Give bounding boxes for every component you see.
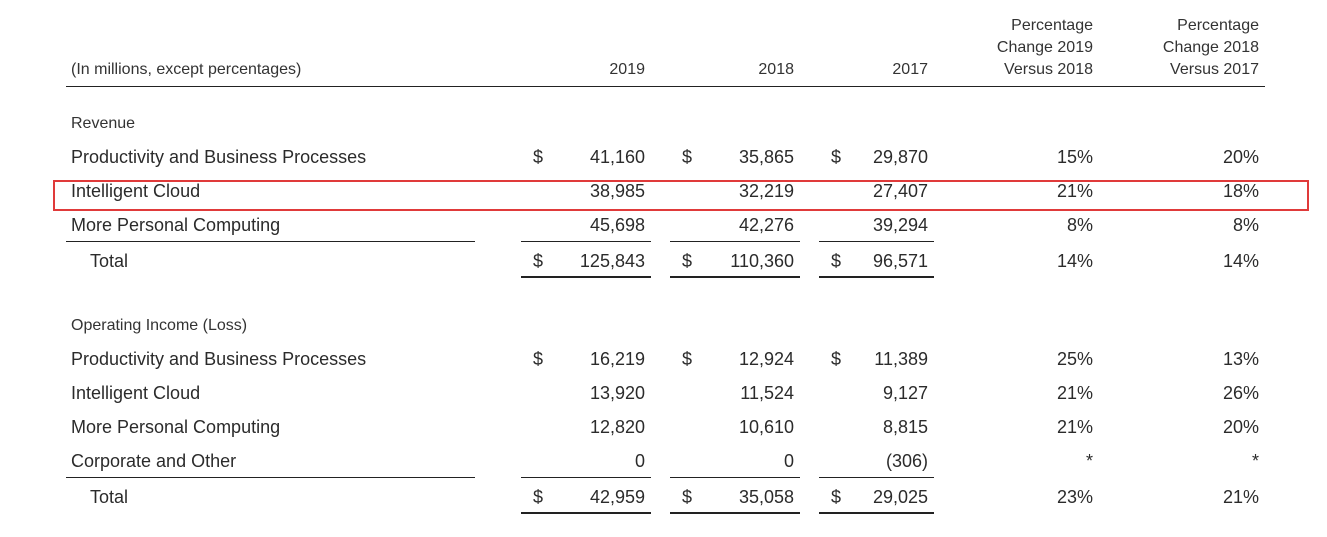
pct-change-2019: * — [1085, 451, 1093, 471]
pct-header-1-line3: Versus 2018 — [1004, 61, 1093, 78]
revenue-section-label: Revenue — [71, 115, 136, 132]
value-2018: 35,865 — [738, 147, 794, 167]
pct-change-2018: 21% — [1222, 487, 1259, 507]
currency-symbol: $ — [682, 251, 693, 271]
pct-change-2018: 26% — [1222, 383, 1259, 403]
value-2017: 8,815 — [882, 417, 928, 437]
total-top-rule-2019 — [521, 477, 651, 478]
value-2019: 42,959 — [589, 487, 645, 507]
value-2019: 125,843 — [579, 251, 645, 271]
pct-change-2019: 14% — [1056, 251, 1093, 271]
total-bottom-rule-2018 — [670, 276, 800, 278]
value-2019: 38,985 — [589, 181, 645, 201]
value-2018: 42,276 — [738, 215, 794, 235]
total-label: Total — [90, 251, 129, 271]
pct-header-1-line1: Percentage — [1011, 17, 1093, 34]
row-label: Intelligent Cloud — [71, 383, 201, 403]
value-2019: 45,698 — [589, 215, 645, 235]
total-bottom-rule-2018 — [670, 512, 800, 514]
row-label: Corporate and Other — [71, 451, 237, 471]
pct-header-1-line2: Change 2019 — [996, 39, 1093, 56]
value-2018: 110,360 — [730, 251, 794, 271]
currency-symbol: $ — [831, 251, 842, 271]
value-2017: (306) — [885, 451, 928, 471]
currency-symbol: $ — [831, 349, 842, 369]
highlight-box — [53, 180, 1309, 211]
value-2019: 41,160 — [589, 147, 645, 167]
row-label: Productivity and Business Processes — [71, 349, 367, 369]
units-label: (In millions, except percentages) — [71, 61, 302, 78]
value-2017: 27,407 — [872, 181, 928, 201]
currency-symbol: $ — [831, 147, 842, 167]
value-2019: 13,920 — [589, 383, 645, 403]
value-2017: 39,294 — [872, 215, 928, 235]
value-2019: 16,219 — [589, 349, 645, 369]
total-top-rule-2018 — [670, 241, 800, 242]
total-top-rule-2018 — [670, 477, 800, 478]
total-bottom-rule-2017 — [819, 276, 934, 278]
row-label: Productivity and Business Processes — [71, 147, 367, 167]
pct-change-2019: 25% — [1056, 349, 1093, 369]
value-2017: 29,870 — [872, 147, 928, 167]
currency-symbol: $ — [533, 147, 544, 167]
value-2018: 0 — [783, 451, 794, 471]
row-label: Intelligent Cloud — [71, 181, 201, 201]
pct-change-2019: 21% — [1056, 383, 1093, 403]
row-label: More Personal Computing — [71, 215, 281, 235]
total-bottom-rule-2017 — [819, 512, 934, 514]
operating-income-section-label: Operating Income (Loss) — [71, 317, 248, 334]
row-label: More Personal Computing — [71, 417, 281, 437]
pct-change-2018: 20% — [1222, 417, 1259, 437]
total-top-rule-2017 — [819, 241, 934, 242]
pct-change-2019: 21% — [1056, 417, 1093, 437]
value-2017: 9,127 — [882, 383, 928, 403]
currency-symbol: $ — [533, 349, 544, 369]
pct-change-2018: 8% — [1232, 215, 1259, 235]
pct-header-2-line2: Change 2018 — [1162, 39, 1259, 56]
currency-symbol: $ — [682, 147, 693, 167]
value-2018: 35,058 — [738, 487, 794, 507]
pct-change-2018: 18% — [1222, 181, 1259, 201]
pct-change-2018: 14% — [1222, 251, 1259, 271]
value-2018: 32,219 — [738, 181, 794, 201]
total-top-rule-2019 — [521, 241, 651, 242]
currency-symbol: $ — [831, 487, 842, 507]
pct-header-2-line1: Percentage — [1177, 17, 1259, 34]
total-top-rule-2017 — [819, 477, 934, 478]
total-label: Total — [90, 487, 129, 507]
total-bottom-rule-2019 — [521, 276, 651, 278]
header-divider — [66, 86, 1265, 87]
currency-symbol: $ — [682, 349, 693, 369]
value-2018: 10,610 — [738, 417, 794, 437]
value-2019: 12,820 — [589, 417, 645, 437]
value-2018: 11,524 — [740, 383, 794, 403]
value-2017: 96,571 — [872, 251, 928, 271]
value-2018: 12,924 — [738, 349, 794, 369]
label-divider — [66, 477, 475, 478]
value-2017: 11,389 — [874, 349, 928, 369]
col-header-2017: 2017 — [892, 61, 928, 78]
pct-header-2-line3: Versus 2017 — [1170, 61, 1259, 78]
pct-change-2019: 15% — [1056, 147, 1093, 167]
currency-symbol: $ — [533, 487, 544, 507]
col-header-2019: 2019 — [609, 61, 645, 78]
pct-change-2019: 21% — [1056, 181, 1093, 201]
total-bottom-rule-2019 — [521, 512, 651, 514]
pct-change-2019: 8% — [1066, 215, 1093, 235]
pct-change-2019: 23% — [1056, 487, 1093, 507]
pct-change-2018: 20% — [1222, 147, 1259, 167]
pct-change-2018: 13% — [1222, 349, 1259, 369]
label-divider — [66, 241, 475, 242]
value-2019: 0 — [634, 451, 645, 471]
currency-symbol: $ — [682, 487, 693, 507]
currency-symbol: $ — [533, 251, 544, 271]
col-header-2018: 2018 — [758, 61, 794, 78]
pct-change-2018: * — [1251, 451, 1259, 471]
value-2017: 29,025 — [872, 487, 928, 507]
